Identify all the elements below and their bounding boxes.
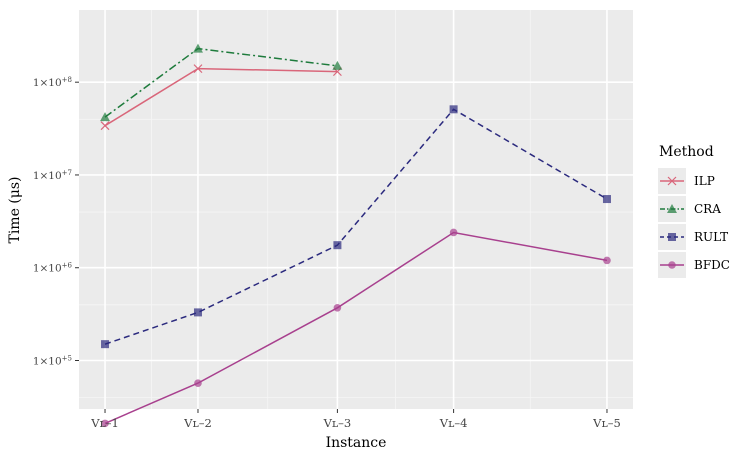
legend-label-ilp: ILP — [694, 174, 715, 188]
y-tick-label: 1×10+5 — [33, 354, 72, 367]
data-point-ilp — [100, 121, 110, 131]
legend-marker-bfdc — [668, 261, 676, 269]
data-point-rult — [101, 340, 110, 349]
legend-marker-ilp — [667, 176, 677, 186]
x-tick-label: Vʟ–5 — [592, 416, 621, 430]
y-tick-label: 1×10+7 — [33, 169, 72, 182]
data-point-bfdc — [333, 303, 342, 312]
data-point-rult — [449, 105, 458, 114]
y-axis-title: Time (μs) — [7, 176, 23, 243]
legend-label-cra: CRA — [694, 202, 721, 216]
plot-panel — [79, 10, 633, 409]
data-point-cra — [332, 60, 343, 70]
legend-title: Method — [659, 144, 714, 160]
marker-stroke — [193, 64, 203, 74]
y-tick-labels: 1×10+5 1×10+6 1×10+7 1×10+8 — [33, 76, 73, 367]
x-tick-label: Vʟ–2 — [183, 416, 212, 430]
x-tick-label: Vʟ–4 — [439, 416, 468, 430]
data-point-rult — [333, 241, 342, 250]
data-point-bfdc — [194, 379, 202, 387]
data-point-bfdc — [449, 228, 458, 237]
data-point-cra — [100, 112, 111, 122]
data-point-bfdc — [101, 419, 109, 428]
x-axis-title: Instance — [326, 435, 387, 451]
legend-label-bfdc: BFDC — [694, 258, 730, 272]
legend-marker-rult — [668, 233, 676, 241]
legend: Method ILP CRA RULT BFDC — [658, 144, 730, 278]
data-point-ilp — [193, 64, 203, 74]
x-tick-label: Vʟ–1 — [90, 416, 119, 430]
data-point-rult — [193, 308, 202, 317]
marker-stroke — [100, 121, 110, 131]
data-point-bfdc — [603, 256, 611, 265]
marker-stroke — [667, 176, 677, 186]
grid-major — [79, 10, 633, 409]
legend-marker-cra — [667, 204, 677, 213]
data-point-cra — [192, 43, 203, 53]
x-tick-label: Vʟ–3 — [323, 416, 352, 430]
y-tick-label: 1×10+6 — [33, 262, 73, 275]
grid-minor — [79, 10, 633, 409]
axis-ticks — [75, 81, 608, 413]
legend-label-rult: RULT — [694, 230, 728, 244]
x-tick-labels: Vʟ–1 Vʟ–2 Vʟ–3 Vʟ–4 Vʟ–5 — [90, 416, 621, 430]
data-point-rult — [602, 195, 611, 204]
y-tick-label: 1×10+8 — [33, 76, 72, 89]
series-layer — [100, 43, 611, 428]
